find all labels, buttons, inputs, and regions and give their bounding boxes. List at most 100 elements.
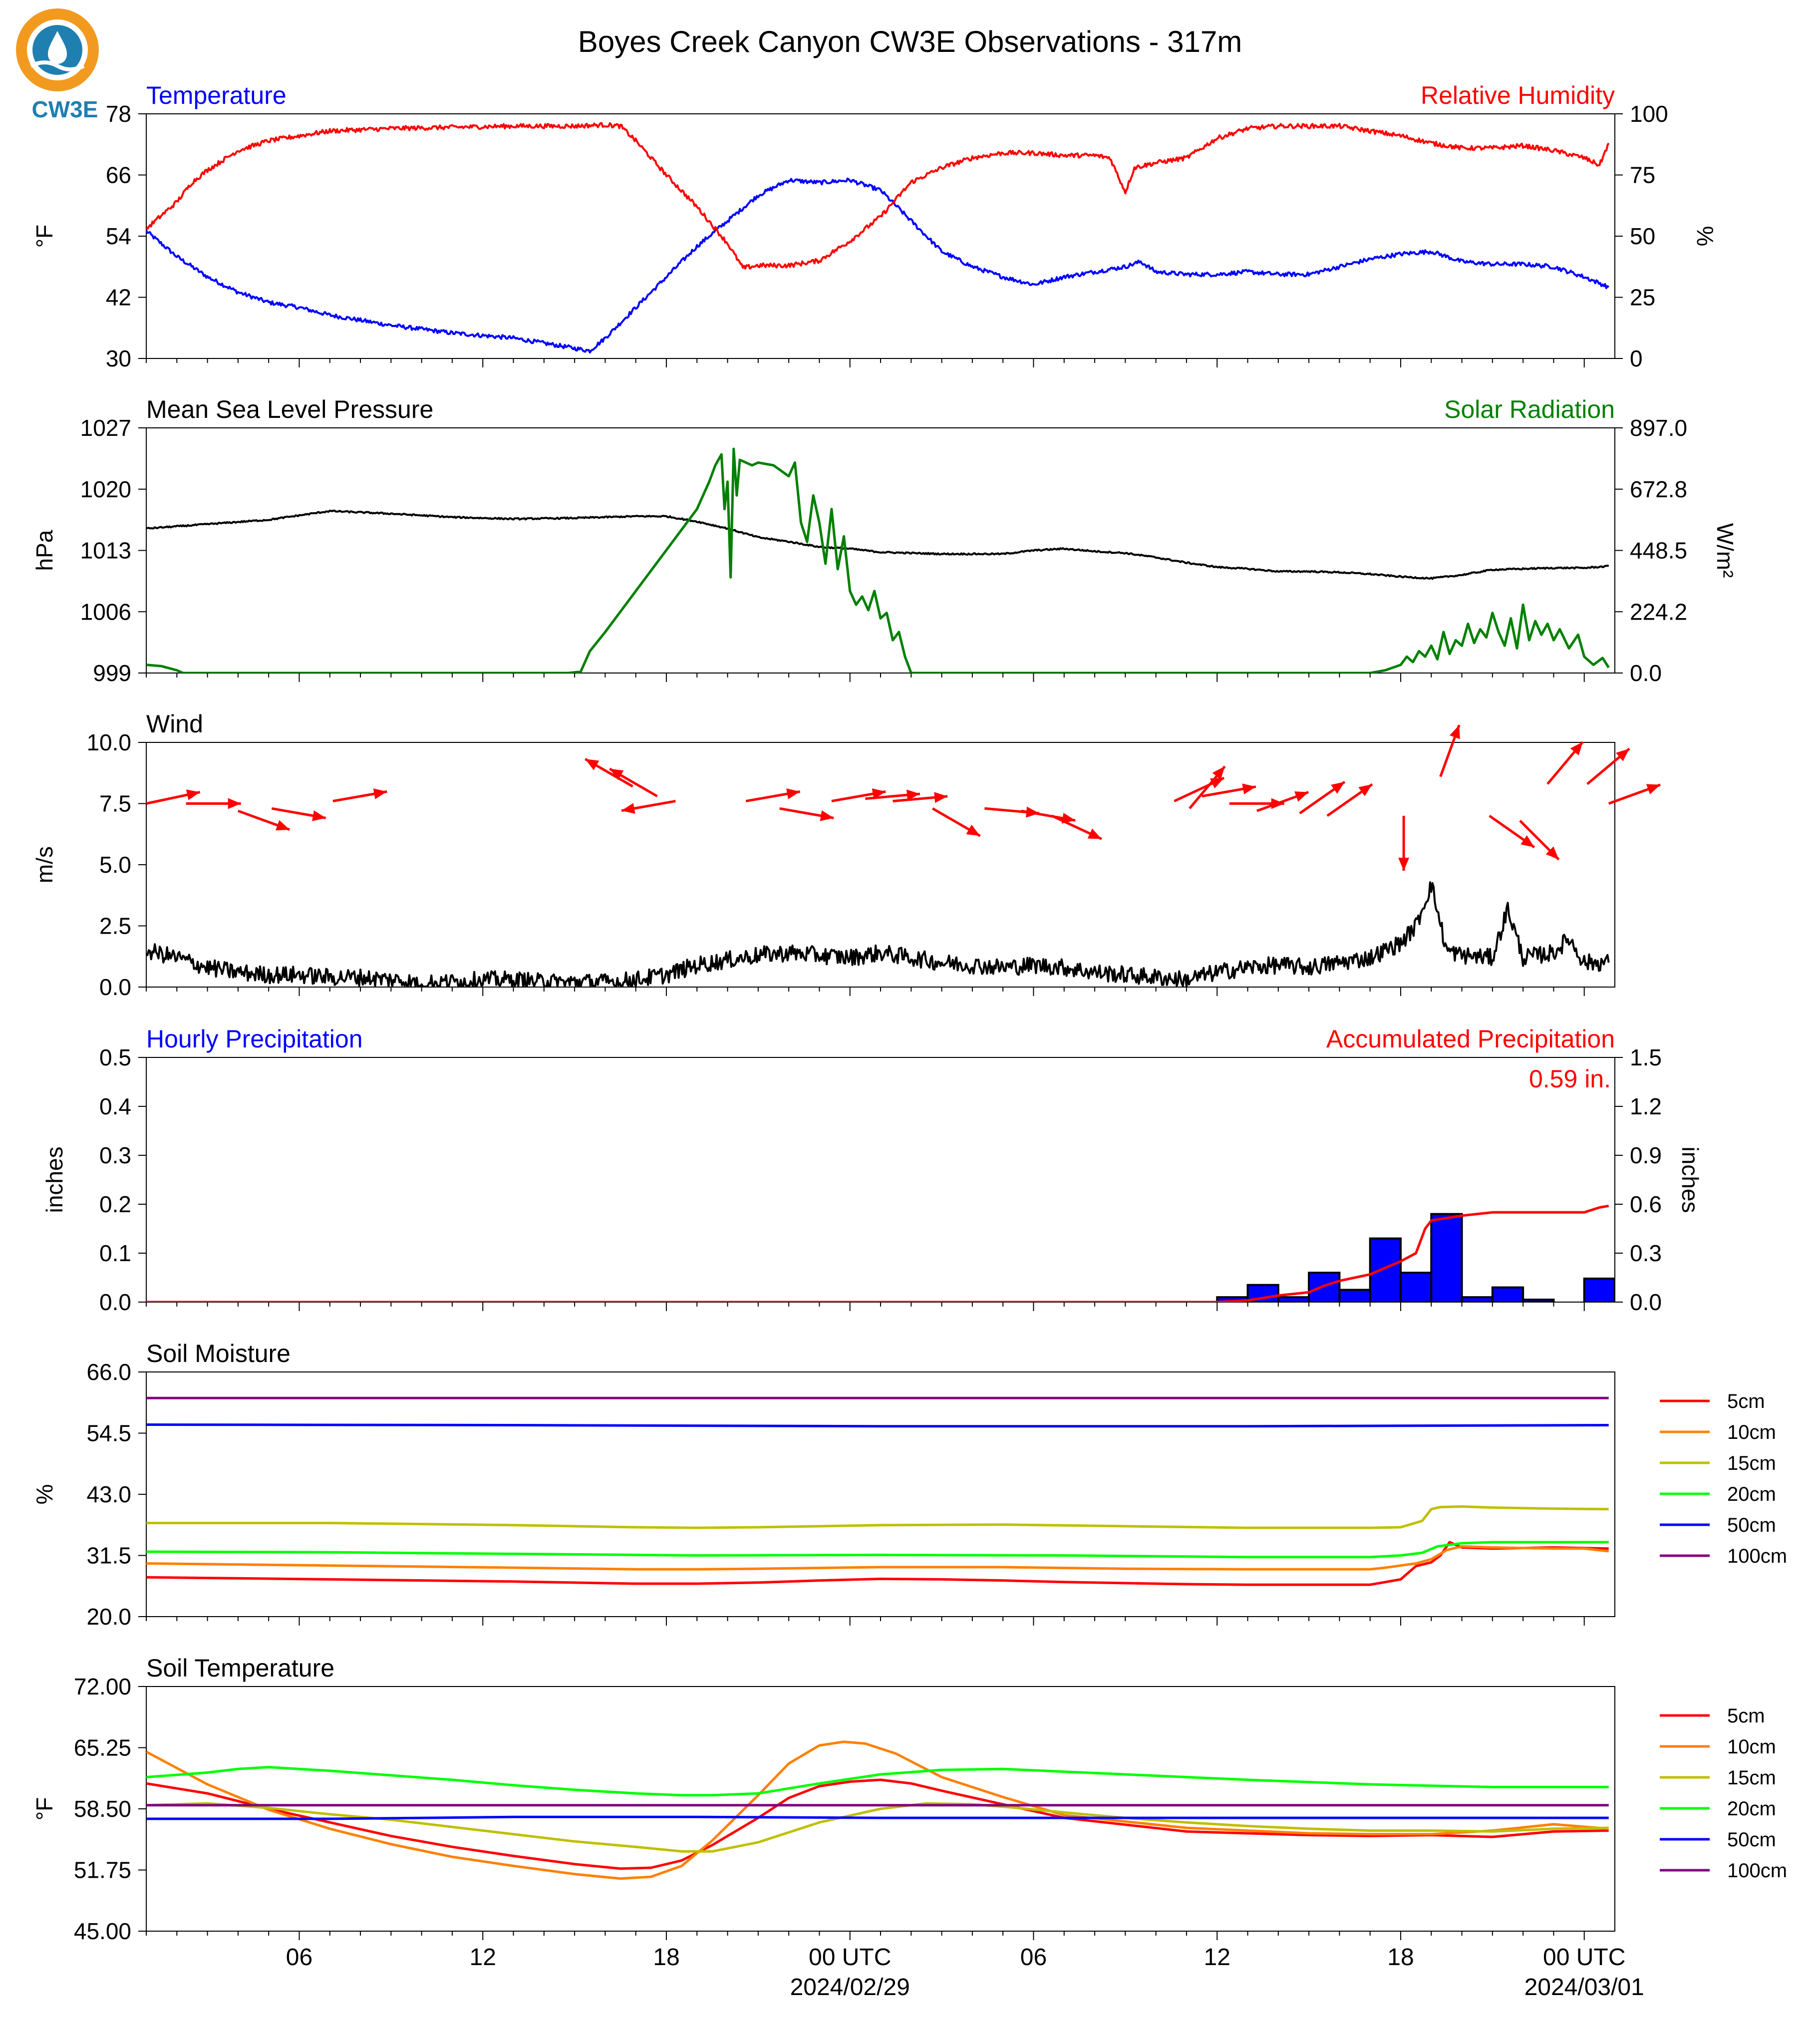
panel-title-left: Wind — [146, 710, 203, 738]
wind-arrow — [865, 789, 920, 801]
panel-title-left: Temperature — [146, 81, 287, 109]
panel-soil_moisture: Soil Moisture 20.0 31.5 43.0 54.5 66.0% 5cm 10c… — [31, 1340, 1787, 1630]
series-50cm — [146, 1423, 1609, 1428]
series-20cm — [146, 1766, 1609, 1797]
y-tick-label: 0.5 — [99, 1044, 131, 1070]
x-tick-label: 06 — [286, 1944, 312, 1971]
x-tick-label: 00 UTC — [809, 1944, 891, 1971]
series-5cm — [146, 1541, 1609, 1586]
legend-label: 15cm — [1727, 1767, 1776, 1789]
legend-label: 50cm — [1727, 1514, 1776, 1536]
y-tick-label: 58.50 — [74, 1796, 131, 1822]
precip-bar — [1583, 1277, 1615, 1302]
y2-axis-label: W/m² — [1712, 523, 1738, 578]
panels: Temperature Relative Humidity 30 42 54 66 78 0 2… — [31, 81, 1787, 2001]
wind-arrow-head — [373, 788, 387, 799]
series-20cm — [146, 1541, 1609, 1559]
wind-arrow-head — [1087, 828, 1102, 839]
panel-title-right: Solar Radiation — [1444, 395, 1615, 423]
y-tick-label: 31.5 — [86, 1543, 131, 1569]
wind-arrow — [1546, 741, 1584, 785]
wind-arrow-head — [1398, 858, 1410, 871]
y2-tick-label: 25 — [1630, 285, 1655, 311]
y-tick-label: 5.0 — [99, 852, 131, 878]
y2-tick-label: 0 — [1630, 345, 1643, 371]
y-tick-label: 1020 — [80, 476, 131, 502]
panel-pressure_solar: Mean Sea Level Pressure Solar Radiation 99… — [31, 395, 1738, 686]
precip-bar — [1430, 1213, 1463, 1302]
legend-label: 100cm — [1727, 1545, 1787, 1567]
y-tick-label: 65.25 — [74, 1735, 131, 1761]
y-tick-label: 0.4 — [99, 1093, 131, 1119]
y-axis-label: m/s — [31, 846, 57, 883]
precip-total-label: 0.59 in. — [1529, 1065, 1611, 1093]
y2-axis-label: inches — [1677, 1147, 1703, 1213]
wind-arrow — [609, 767, 658, 797]
series-line — [146, 881, 1610, 987]
precip-bar — [1461, 1296, 1494, 1302]
y-axis-label: °F — [31, 225, 57, 248]
y2-tick-label: 75 — [1630, 162, 1655, 188]
wind-arrow — [146, 789, 201, 805]
wind-arrow-head — [621, 803, 635, 814]
wind-arrow-head — [1331, 782, 1345, 794]
wind-arrow-head — [1520, 835, 1534, 848]
wind-arrow — [1439, 724, 1461, 777]
wind-arrow — [1326, 783, 1373, 817]
y2-tick-label: 672.8 — [1630, 476, 1687, 502]
y-tick-label: 1006 — [80, 599, 131, 625]
y-tick-label: 2.5 — [99, 913, 131, 939]
series-line — [146, 177, 1610, 354]
panel-title-right: Relative Humidity — [1421, 81, 1615, 109]
wind-arrow-head — [609, 768, 624, 780]
wind-arrow-head — [1242, 783, 1256, 795]
logo-ring — [16, 8, 99, 91]
wind-arrow-head — [786, 788, 800, 799]
series-10cm — [146, 1545, 1609, 1571]
wind-arrow — [585, 758, 633, 788]
wind-arrow — [1519, 820, 1560, 861]
y-tick-label: 7.5 — [99, 791, 131, 817]
wind-arrow-head — [820, 810, 834, 821]
wind-arrow-head — [276, 820, 290, 831]
y-tick-label: 42 — [106, 285, 131, 311]
y-tick-label: 66.0 — [86, 1359, 131, 1385]
wind-arrow-head — [186, 789, 200, 800]
series-5cm — [146, 1778, 1609, 1870]
y-tick-label: 0.2 — [99, 1191, 131, 1217]
wind-arrow — [271, 807, 326, 821]
y2-tick-label: 100 — [1630, 101, 1668, 127]
panel-title-right: Accumulated Precipitation — [1326, 1025, 1615, 1053]
x-tick-label: 06 — [1020, 1944, 1047, 1971]
y-tick-label: 1013 — [80, 538, 131, 564]
y-tick-label: 1027 — [80, 415, 131, 441]
wind-arrow — [1398, 816, 1410, 871]
wind-arrow-head — [907, 789, 920, 801]
cw3e-logo: CW3E — [16, 8, 99, 122]
panel-wind: Wind 0.0 2.5 5.0 7.5 10.0 m/s — [31, 710, 1661, 1000]
y-tick-label: 66 — [106, 162, 131, 188]
wind-arrow — [186, 798, 241, 809]
wind-arrow — [1489, 814, 1535, 849]
wind-arrow-head — [228, 798, 241, 809]
y2-axis-label: % — [1692, 226, 1718, 247]
y2-tick-label: 0.9 — [1630, 1142, 1662, 1168]
logo-drop-icon — [48, 31, 67, 64]
legend-label: 100cm — [1727, 1860, 1787, 1882]
wind-arrow — [1202, 783, 1256, 798]
wind-arrow — [1189, 765, 1226, 809]
legend-label: 20cm — [1727, 1798, 1776, 1820]
y-axis-label: % — [31, 1484, 57, 1505]
y-axis-label: hPa — [31, 530, 57, 571]
x-tick-label: 18 — [1387, 1944, 1414, 1971]
wind-arrow — [831, 788, 886, 803]
wind-arrow-head — [312, 810, 326, 821]
series-line — [146, 122, 1610, 270]
wind-arrow-head — [934, 792, 948, 803]
y2-tick-label: 0.6 — [1630, 1191, 1662, 1217]
wind-arrow — [893, 792, 948, 803]
y-tick-label: 78 — [106, 101, 131, 127]
wind-arrow-head — [966, 824, 980, 836]
